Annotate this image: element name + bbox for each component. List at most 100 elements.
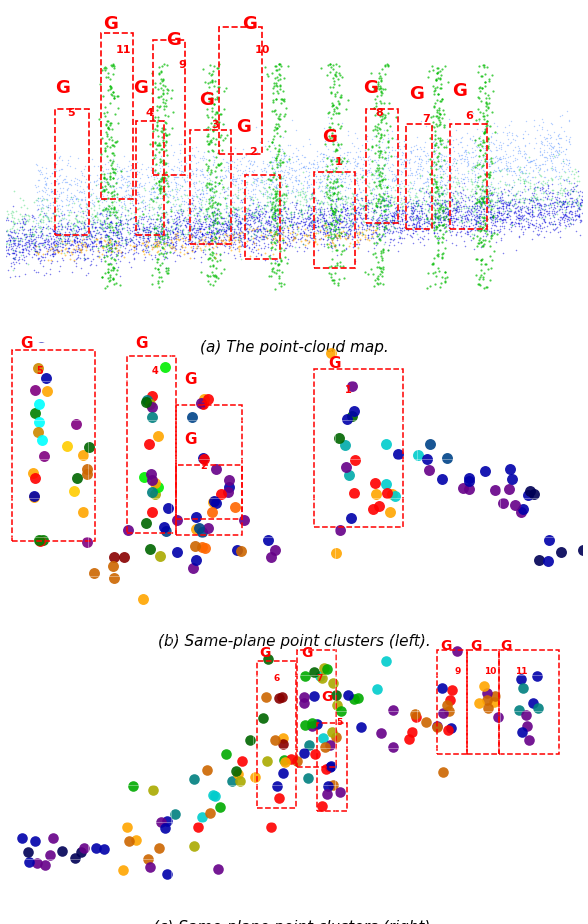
Point [475, 210, 484, 225]
Point [151, 178, 160, 193]
Point [472, 209, 482, 224]
Point [214, 176, 223, 190]
Point [191, 230, 201, 245]
Point [241, 201, 250, 215]
Point [313, 218, 323, 233]
Point [515, 194, 524, 209]
Point [104, 240, 113, 255]
Text: G: G [135, 336, 148, 351]
Point [178, 225, 187, 240]
Point [52, 199, 62, 213]
Point [537, 176, 546, 191]
Point [182, 216, 192, 231]
Point [170, 238, 179, 253]
Point [300, 190, 310, 205]
Point [315, 208, 325, 223]
Point [95, 171, 104, 186]
Point [148, 208, 157, 223]
Point [326, 171, 335, 186]
Point [268, 66, 277, 80]
Point [412, 215, 422, 230]
Point [175, 241, 185, 256]
Point [397, 200, 406, 214]
Point [183, 147, 193, 162]
Point [99, 203, 109, 218]
Point [263, 67, 272, 81]
Point [376, 230, 386, 245]
Point [189, 175, 199, 189]
Point [507, 179, 516, 194]
Point [188, 165, 198, 180]
Point [430, 225, 439, 239]
Point [562, 194, 571, 209]
Point [442, 199, 451, 213]
Point [379, 106, 388, 121]
Point [196, 202, 205, 217]
Point [207, 176, 216, 191]
Point [274, 158, 283, 173]
Point [196, 220, 206, 235]
Point [6, 237, 16, 251]
Point [158, 249, 168, 263]
Point [270, 213, 280, 228]
Point [45, 248, 55, 262]
Point [270, 119, 280, 134]
Point [483, 219, 492, 234]
Point [169, 172, 179, 187]
Point [371, 164, 380, 178]
Point [1, 240, 11, 255]
Point [206, 201, 215, 215]
Point [157, 246, 166, 261]
Point [209, 214, 219, 229]
Point [40, 208, 49, 223]
Point [221, 201, 230, 216]
Point [55, 226, 65, 241]
Point [485, 152, 494, 166]
Point [243, 224, 252, 238]
Point [108, 177, 117, 192]
Point [103, 66, 113, 80]
Point [446, 178, 456, 193]
Point [386, 148, 395, 163]
Point [166, 232, 175, 247]
Point [207, 184, 216, 199]
Point [198, 227, 208, 242]
Point [386, 225, 395, 239]
Point [350, 205, 360, 220]
Point [517, 219, 526, 234]
Point [486, 151, 496, 165]
Point [270, 206, 280, 221]
Point [87, 239, 96, 254]
Point [269, 201, 279, 215]
Point [108, 198, 117, 213]
Point [205, 213, 215, 228]
Point [487, 213, 496, 228]
Point [389, 193, 398, 208]
Point [294, 174, 303, 188]
Point [436, 67, 446, 82]
Point [453, 193, 463, 208]
Point [446, 189, 456, 204]
Point [278, 211, 288, 225]
Point [343, 181, 353, 196]
Point [185, 203, 195, 218]
Point [327, 98, 336, 113]
Point [190, 208, 199, 223]
Point [459, 221, 468, 236]
Point [34, 172, 44, 187]
Point [493, 194, 502, 209]
Point [371, 152, 380, 167]
Point [573, 168, 583, 183]
Point [86, 228, 96, 243]
Point [254, 213, 263, 227]
Point [238, 212, 248, 226]
Point [154, 197, 163, 212]
Point [335, 229, 344, 244]
Point [303, 176, 312, 190]
Point [78, 166, 87, 181]
Point [243, 183, 252, 198]
Point [289, 204, 299, 219]
Point [102, 208, 112, 223]
Point [436, 211, 445, 225]
Point [366, 217, 376, 232]
